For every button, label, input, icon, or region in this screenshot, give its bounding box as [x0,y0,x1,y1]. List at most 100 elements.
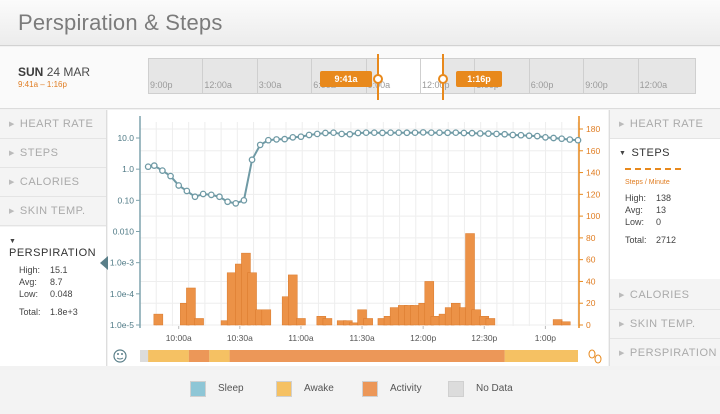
perspiration-point [362,129,370,137]
left-tick-label: 1.0e-5 [110,320,134,330]
end-handle[interactable]: 1:16p [456,71,502,87]
left-tick-label: 0.010 [113,227,135,237]
x-tick-label: 12:30p [471,333,497,343]
timeline-tick [637,59,639,93]
timeline-label: 9:00p [150,80,173,90]
timeline-selection [378,59,444,93]
timeline-tick [311,59,313,93]
timeline-tick [256,59,258,93]
right-active-metric[interactable]: ▼ STEPS Steps / Minute High: 138 Avg: 13 Lo… [610,139,720,279]
steps-bar [389,307,400,326]
perspiration-point [346,130,354,138]
stat-value: 1.8e+3 [50,307,78,317]
right-tick-label: 120 [586,189,600,199]
perspiration-steps-chart[interactable]: 10.0 1.0 0.10 0.010 1.0e-3 1.0e-4 1.0e-5 180 160… [108,110,608,366]
perspiration-point [232,200,240,207]
right-tick-label: 140 [586,168,600,178]
right-tick-label: 20 [586,298,596,308]
stat-value: 2712 [656,235,677,245]
timeline-label: 12:00a [204,80,232,90]
perspiration-point [297,133,305,141]
activity-band-segment [229,350,505,362]
plot-background [140,122,578,326]
nav-label: HEART RATE [19,118,94,130]
nav-label: PERSPIRATION [629,347,717,359]
perspiration-point [476,130,484,137]
left-nav-skin-temp[interactable]: ▶ SKIN TEMP. [0,197,106,226]
perspiration-point [501,130,509,138]
perspiration-point [387,129,394,137]
chart-area[interactable]: 10.0 1.0 0.10 0.010 1.0e-3 1.0e-4 1.0e-5 180 160… [108,110,608,366]
perspiration-point [338,130,346,138]
nav-label: HEART RATE [629,118,704,130]
right-active-title: ▼ STEPS [610,139,720,159]
right-tick-label: 100 [586,211,600,221]
start-handle-knob[interactable] [373,74,383,84]
right-metric-panel: ▶ HEART RATE ▼ STEPS Steps / Minute High: 1… [609,110,720,366]
perspiration-point [240,196,248,204]
left-nav-steps[interactable]: ▶ STEPS [0,139,106,168]
stat-label: Low: [625,217,645,227]
perspiration-point [427,129,435,137]
left-nav-heart-rate[interactable]: ▶ HEART RATE [0,110,106,139]
left-active-metric[interactable]: ▼ PERSPIRATION High: 15.1 Avg: 8.7 Low: 0.04… [0,227,106,366]
steps-bar [363,318,373,326]
steps-bar [186,287,196,326]
timeline-tick [420,59,421,93]
page-title: Perspiration & Steps [18,10,223,35]
x-tick-label: 11:00a [288,333,314,343]
legend-label: Activity [390,383,422,394]
legend-swatch [362,381,378,397]
timeline-label: 9:00p [585,80,608,90]
right-nav-calories[interactable]: ▶ CALORIES [610,281,720,310]
steps-bar [296,318,306,326]
perspiration-point [403,129,411,137]
nav-label: CALORIES [629,289,690,301]
perspiration-point [354,129,362,137]
sleep-face-mouth-icon [116,357,124,360]
perspiration-point [509,131,517,139]
legend: Sleep Awake Activity No Data [0,370,720,414]
chevron-down-icon: ▼ [9,238,17,245]
perspiration-point [419,129,427,136]
left-stat-avg: Avg: 8.7 [19,276,106,288]
stat-value: 8.7 [50,277,63,287]
right-nav-skin-temp[interactable]: ▶ SKIN TEMP. [610,310,720,339]
right-nav-perspiration[interactable]: ▶ PERSPIRATION [610,339,720,368]
left-nav-calories[interactable]: ▶ CALORIES [0,168,106,197]
perspiration-point [199,190,207,198]
steps-bar [349,322,359,326]
steps-bar [322,318,333,326]
chevron-right-icon: ▶ [9,150,15,157]
end-handle-knob[interactable] [438,74,448,84]
perspiration-point [485,130,492,137]
steps-bar [471,309,481,326]
perspiration-point [558,135,566,143]
left-tick-label: 0.10 [117,195,134,205]
right-nav-heart-rate[interactable]: ▶ HEART RATE [610,110,720,139]
perspiration-point [460,129,468,137]
perspiration-point [313,130,321,138]
x-tick-label: 10:00a [166,333,192,343]
nav-label: SKIN TEMP. [19,205,86,217]
stat-label: Avg: [19,277,37,287]
stat-value: 0 [656,217,662,227]
nav-label: SKIN TEMP. [629,318,696,330]
right-stat-avg: Avg: 13 [625,204,720,216]
activity-band-segment [148,350,189,362]
left-stat-low: Low: 0.048 [19,288,106,300]
left-axis-pointer-icon [100,256,108,270]
right-stat-low: Low: 0 [625,216,720,228]
steps-bar [451,302,461,326]
steps-bar [410,305,420,326]
sleep-face-eye-icon [121,353,123,355]
right-tick-label: 160 [586,146,600,156]
steps-bar [357,309,367,326]
perspiration-point [395,129,403,137]
perspiration-point [436,129,443,137]
perspiration-point [330,129,337,137]
stat-value: 15.1 [50,265,68,275]
perspiration-point [493,130,500,138]
legend-swatch [448,381,464,397]
start-handle[interactable]: 9:41a [320,71,372,87]
